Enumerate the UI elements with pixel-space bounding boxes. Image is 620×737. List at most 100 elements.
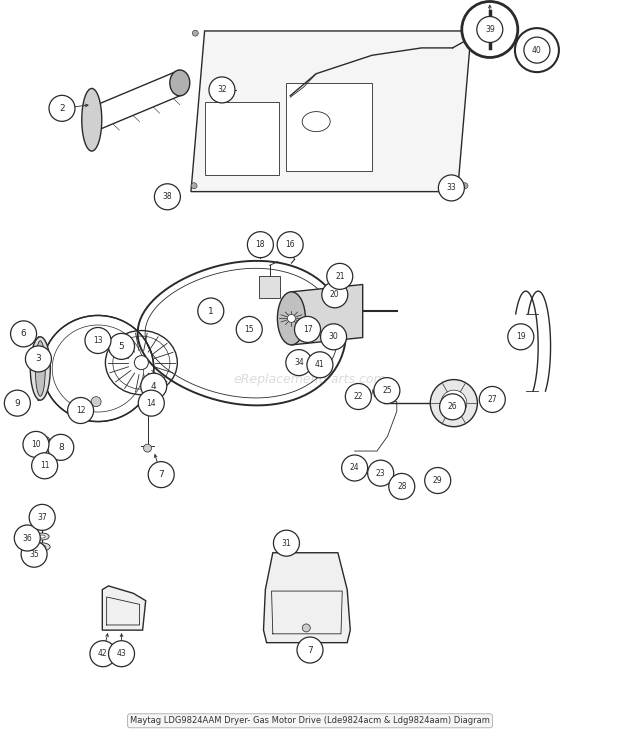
- Text: 21: 21: [335, 272, 345, 281]
- Text: 11: 11: [40, 461, 50, 470]
- Text: 33: 33: [446, 184, 456, 192]
- Circle shape: [49, 95, 75, 122]
- Text: eReplacementParts.com: eReplacementParts.com: [234, 373, 386, 386]
- Polygon shape: [191, 31, 471, 192]
- Circle shape: [37, 520, 47, 530]
- Polygon shape: [264, 553, 350, 643]
- Circle shape: [441, 390, 467, 416]
- Circle shape: [438, 175, 464, 201]
- Circle shape: [479, 386, 505, 413]
- Circle shape: [277, 231, 303, 258]
- Circle shape: [4, 390, 30, 416]
- Ellipse shape: [277, 292, 306, 345]
- Circle shape: [389, 473, 415, 500]
- Circle shape: [144, 444, 151, 452]
- Text: 30: 30: [329, 332, 339, 341]
- Text: 26: 26: [448, 402, 458, 411]
- Circle shape: [352, 458, 362, 468]
- Circle shape: [477, 16, 503, 43]
- Circle shape: [288, 315, 295, 322]
- Circle shape: [138, 390, 164, 416]
- Circle shape: [286, 349, 312, 376]
- Text: 20: 20: [330, 290, 340, 299]
- Text: Maytag LDG9824AAM Dryer- Gas Motor Drive (Lde9824acm & Ldg9824aam) Diagram: Maytag LDG9824AAM Dryer- Gas Motor Drive…: [130, 716, 490, 725]
- Polygon shape: [92, 70, 180, 133]
- Text: 31: 31: [281, 539, 291, 548]
- Ellipse shape: [170, 70, 190, 96]
- Circle shape: [48, 434, 74, 461]
- Text: 35: 35: [29, 550, 39, 559]
- Circle shape: [141, 373, 167, 399]
- Text: 43: 43: [117, 649, 126, 658]
- Polygon shape: [102, 586, 146, 630]
- Polygon shape: [253, 236, 268, 252]
- Text: 9: 9: [14, 399, 20, 408]
- Circle shape: [379, 464, 389, 475]
- Text: 5: 5: [118, 342, 125, 351]
- Ellipse shape: [45, 458, 52, 464]
- Circle shape: [321, 324, 347, 350]
- Text: 7: 7: [307, 646, 313, 654]
- Circle shape: [91, 397, 101, 407]
- Circle shape: [508, 324, 534, 350]
- Text: 8: 8: [58, 443, 64, 452]
- Text: 27: 27: [487, 395, 497, 404]
- Circle shape: [515, 28, 559, 72]
- Text: 16: 16: [285, 240, 295, 249]
- Circle shape: [90, 640, 116, 667]
- Circle shape: [135, 356, 148, 369]
- Circle shape: [342, 455, 368, 481]
- Text: 25: 25: [382, 386, 392, 395]
- Circle shape: [148, 461, 174, 488]
- Circle shape: [236, 316, 262, 343]
- Circle shape: [108, 333, 135, 360]
- Circle shape: [303, 624, 310, 632]
- Circle shape: [108, 640, 135, 667]
- Circle shape: [345, 383, 371, 410]
- Ellipse shape: [30, 337, 50, 400]
- Circle shape: [191, 183, 197, 189]
- Circle shape: [462, 183, 468, 189]
- Circle shape: [440, 394, 466, 420]
- Polygon shape: [286, 83, 372, 171]
- Circle shape: [322, 282, 348, 308]
- Ellipse shape: [40, 436, 50, 444]
- Ellipse shape: [38, 545, 46, 549]
- Polygon shape: [291, 284, 363, 345]
- Text: 10: 10: [31, 440, 41, 449]
- Circle shape: [32, 453, 58, 479]
- Ellipse shape: [39, 535, 45, 538]
- Ellipse shape: [302, 111, 330, 132]
- Ellipse shape: [332, 289, 340, 301]
- Ellipse shape: [20, 395, 27, 401]
- Text: 41: 41: [315, 360, 325, 369]
- Circle shape: [462, 1, 518, 57]
- Circle shape: [430, 380, 477, 427]
- Text: 37: 37: [37, 513, 47, 522]
- Circle shape: [198, 298, 224, 324]
- Circle shape: [374, 377, 400, 404]
- Bar: [212, 89, 219, 95]
- Circle shape: [297, 637, 323, 663]
- Circle shape: [368, 460, 394, 486]
- Text: 39: 39: [485, 25, 495, 34]
- Text: 32: 32: [217, 85, 227, 94]
- Text: 19: 19: [516, 332, 526, 341]
- Circle shape: [14, 525, 40, 551]
- Circle shape: [21, 541, 47, 567]
- Text: 29: 29: [433, 476, 443, 485]
- Circle shape: [11, 321, 37, 347]
- Ellipse shape: [35, 533, 49, 540]
- Circle shape: [463, 32, 469, 38]
- Text: 4: 4: [151, 382, 157, 391]
- Polygon shape: [205, 102, 279, 175]
- Circle shape: [294, 316, 321, 343]
- Text: 2: 2: [59, 104, 65, 113]
- Circle shape: [273, 530, 299, 556]
- Text: 13: 13: [93, 336, 103, 345]
- Ellipse shape: [57, 441, 64, 446]
- Text: 23: 23: [376, 469, 386, 478]
- Text: 24: 24: [350, 464, 360, 472]
- Circle shape: [209, 77, 235, 103]
- Text: 3: 3: [35, 354, 42, 363]
